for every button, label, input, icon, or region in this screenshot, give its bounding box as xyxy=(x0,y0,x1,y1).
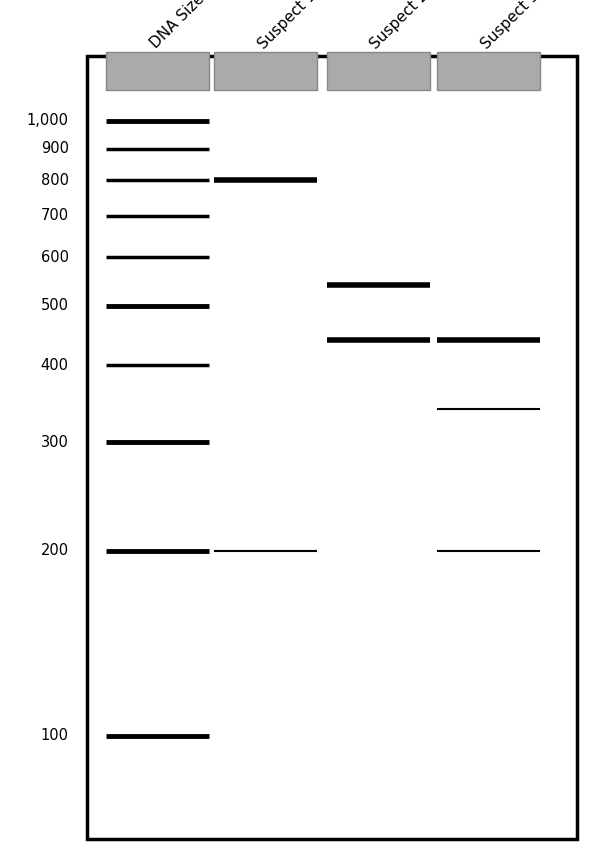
Bar xyxy=(106,52,209,90)
Bar xyxy=(214,52,317,90)
Text: 400: 400 xyxy=(41,358,69,373)
Text: 1,000: 1,000 xyxy=(27,113,69,128)
Text: Suspect 1: Suspect 1 xyxy=(255,0,319,52)
Text: 600: 600 xyxy=(41,249,69,265)
Text: 900: 900 xyxy=(41,141,69,157)
Text: Suspect 2: Suspect 2 xyxy=(368,0,432,52)
Text: 300: 300 xyxy=(41,435,69,450)
Text: Suspect 3: Suspect 3 xyxy=(478,0,542,52)
Text: 200: 200 xyxy=(41,544,69,558)
Text: 500: 500 xyxy=(41,298,69,313)
Bar xyxy=(437,52,541,90)
Text: DNA Size Standard: DNA Size Standard xyxy=(147,0,260,52)
Text: 100: 100 xyxy=(41,728,69,743)
Text: 700: 700 xyxy=(41,208,69,224)
Bar xyxy=(87,56,577,838)
Bar xyxy=(327,52,430,90)
Text: 800: 800 xyxy=(41,173,69,187)
